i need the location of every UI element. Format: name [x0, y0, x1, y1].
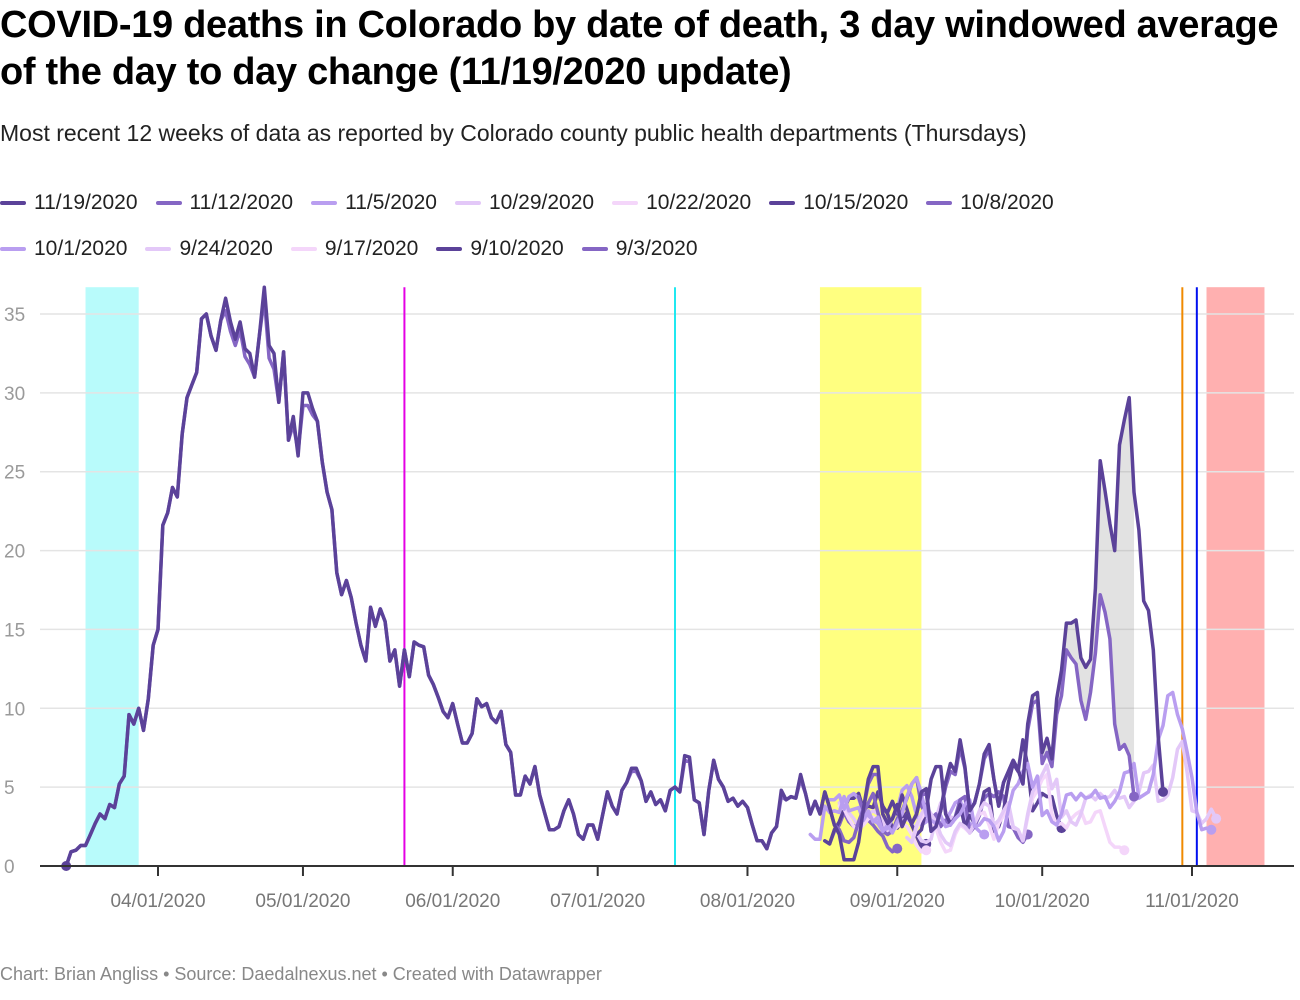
x-tick-label: 09/01/2020	[850, 891, 945, 912]
y-tick-label: 15	[4, 620, 25, 641]
highlight-range	[1206, 287, 1265, 866]
chart-subtitle: Most recent 12 weeks of data as reported…	[0, 120, 1027, 146]
chart-footer: Chart: Brian Angliss • Source: Daedalnex…	[0, 964, 602, 984]
legend-swatch-icon	[581, 247, 608, 251]
legend-item: 11/5/2020	[311, 191, 437, 215]
series-line-11-19-2020	[64, 285, 1165, 868]
y-tick-label: 35	[4, 305, 25, 326]
x-tick-label: 05/01/2020	[255, 891, 350, 912]
series-end-point	[892, 843, 903, 854]
y-tick-label: 10	[4, 699, 25, 720]
legend-swatch-icon	[926, 201, 953, 205]
legend-label: 10/29/2020	[488, 191, 595, 214]
legend-item: 9/3/2020	[581, 237, 698, 261]
vertical-markers	[403, 287, 1198, 866]
legend-item: 10/15/2020	[769, 191, 908, 215]
series-end-point	[1206, 824, 1217, 835]
legend-label: 10/22/2020	[646, 191, 752, 214]
x-tick-label: 08/01/2020	[700, 891, 795, 912]
legend-label: 9/3/2020	[615, 237, 698, 260]
difference-area	[989, 397, 1135, 807]
legend-row-2: 10/1/2020 9/24/2020 9/17/2020 9/10/2020 9/3/…	[0, 226, 1300, 272]
legend-item: 10/29/2020	[454, 191, 595, 215]
legend-label: 9/24/2020	[179, 237, 273, 260]
legend-row-1: 11/19/2020 11/12/2020 11/5/2020 10/29/2020 1…	[0, 180, 1300, 226]
legend-item: 10/1/2020	[0, 237, 127, 261]
y-tick-label: 30	[4, 384, 25, 405]
legend-swatch-icon	[612, 201, 639, 205]
legend-item: 9/17/2020	[290, 237, 419, 261]
legend-item: 10/8/2020	[926, 191, 1054, 215]
legend-swatch-icon	[454, 201, 481, 205]
y-tick-label: 0	[4, 857, 15, 878]
y-tick-label: 25	[4, 463, 25, 484]
x-tick-label: 11/01/2020	[1145, 891, 1239, 912]
series-end-point	[1211, 813, 1222, 824]
y-tick-label: 5	[4, 778, 15, 799]
legend-item: 11/12/2020	[155, 191, 294, 215]
highlight-range	[85, 287, 139, 866]
legend-label: 10/15/2020	[803, 191, 909, 214]
legend-label: 11/5/2020	[345, 191, 437, 214]
legend-item: 9/24/2020	[145, 237, 273, 261]
legend-swatch-icon	[145, 247, 172, 251]
series-lines	[61, 285, 1222, 871]
legend-label: 10/1/2020	[34, 237, 128, 260]
gridlines	[40, 313, 1294, 788]
x-tick-label: 06/01/2020	[405, 891, 500, 912]
chart-legend: 11/19/2020 11/12/2020 11/5/2020 10/29/2020 1…	[0, 180, 1300, 272]
series-end-point	[1158, 786, 1169, 797]
series-end-point	[1119, 845, 1130, 856]
chart-title: COVID-19 deaths in Colorado by date of d…	[0, 4, 1279, 93]
legend-label: 11/12/2020	[189, 191, 294, 214]
legend-item: 9/10/2020	[436, 237, 564, 261]
y-tick-label: 20	[4, 542, 25, 563]
legend-swatch-icon	[0, 201, 26, 205]
legend-label: 10/8/2020	[960, 191, 1054, 214]
legend-swatch-icon	[436, 247, 463, 251]
x-axis: 04/01/2020 05/01/2020 06/01/2020 07/01/2020…	[40, 865, 1294, 912]
x-tick-label: 07/01/2020	[550, 891, 645, 912]
y-axis-ticks: 0 5 10 15 20 25 30 35	[4, 305, 25, 878]
x-tick-label: 10/01/2020	[995, 891, 1090, 912]
legend-swatch-icon	[0, 247, 26, 251]
legend-swatch-icon	[769, 201, 796, 205]
legend-swatch-icon	[155, 201, 182, 205]
series-end-point	[979, 829, 990, 840]
legend-label: 9/10/2020	[470, 237, 564, 260]
legend-item: 11/19/2020	[0, 191, 138, 215]
series-end-point	[1129, 791, 1140, 802]
legend-item: 10/22/2020	[612, 191, 751, 215]
legend-swatch-icon	[311, 201, 338, 205]
legend-label: 11/19/2020	[34, 191, 138, 214]
series-end-point	[921, 845, 932, 856]
x-tick-label: 04/01/2020	[110, 891, 205, 912]
series-line-11-5-2020	[808, 690, 1214, 843]
legend-label: 9/17/2020	[324, 237, 419, 260]
legend-swatch-icon	[290, 247, 317, 251]
series-line-11-12-2020	[64, 296, 1136, 868]
